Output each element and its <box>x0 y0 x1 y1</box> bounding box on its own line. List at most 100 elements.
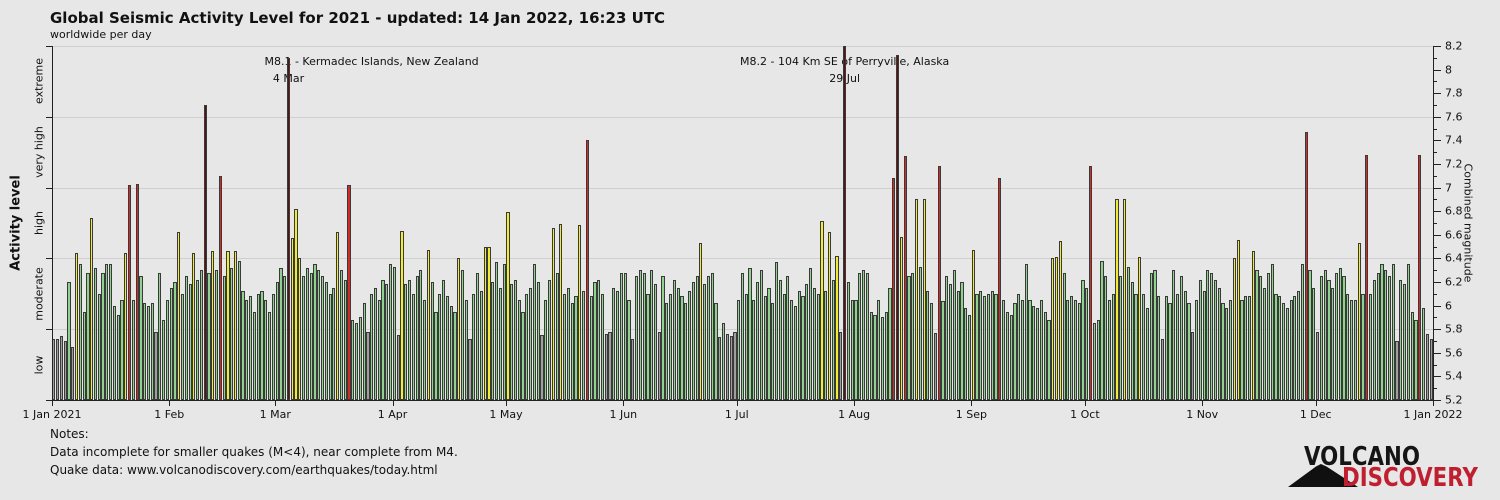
activity-bar <box>790 299 794 400</box>
activity-bar <box>1009 315 1013 400</box>
activity-bar <box>600 293 605 400</box>
activity-bar <box>547 279 552 400</box>
activity-bar <box>1319 276 1323 400</box>
activity-bar <box>865 272 869 400</box>
right-axis-tick-label: 6.6 <box>1445 228 1463 242</box>
activity-bar <box>990 291 994 400</box>
activity-bar <box>1338 267 1342 400</box>
activity-bar <box>687 291 692 400</box>
right-axis-tick <box>1433 234 1441 236</box>
activity-bar <box>763 296 767 400</box>
activity-bar <box>797 291 801 400</box>
activity-bar <box>56 338 60 400</box>
x-axis-month-label: 1 Sep <box>955 408 988 421</box>
activity-bar <box>222 276 226 400</box>
activity-bar <box>1111 293 1115 400</box>
right-axis-tick-label: 7.4 <box>1445 133 1463 147</box>
x-axis-tick <box>736 400 738 406</box>
activity-bar <box>245 299 249 400</box>
activity-bar <box>699 243 703 400</box>
activity-bar <box>1316 331 1320 400</box>
activity-bar <box>725 333 729 400</box>
activity-bar <box>75 252 79 400</box>
activity-bar <box>907 276 911 400</box>
activity-bar <box>162 319 166 400</box>
activity-bar <box>1217 287 1221 400</box>
notes-line-2: Quake data: www.volcanodiscovery.com/ear… <box>50 463 438 477</box>
right-axis-tick <box>1433 199 1437 201</box>
activity-bar <box>877 299 881 400</box>
activity-bar <box>180 293 185 400</box>
activity-bar <box>67 282 71 400</box>
activity-bar <box>150 303 154 400</box>
activity-bar <box>820 220 824 400</box>
activity-bar <box>1244 296 1248 400</box>
activity-bar <box>502 264 506 400</box>
left-axis-category-moderate: moderate <box>32 267 46 321</box>
gridline <box>52 46 1433 47</box>
activity-bar <box>933 332 938 400</box>
x-axis-month-label: 1 Aug <box>838 408 871 421</box>
activity-bar <box>536 282 540 400</box>
activity-bar <box>438 293 442 400</box>
activity-bar <box>930 303 934 400</box>
activity-bar <box>1293 296 1297 400</box>
activity-bar <box>1005 311 1009 400</box>
activity-bar <box>1297 291 1301 400</box>
logo-text-volcano: VOLCANO <box>1304 442 1420 472</box>
activity-bar <box>127 185 132 400</box>
activity-bar <box>1085 287 1089 400</box>
activity-bar <box>1073 299 1078 400</box>
activity-bar <box>604 333 608 400</box>
activity-bar <box>506 212 510 400</box>
x-axis-tick <box>1084 400 1086 406</box>
activity-bar <box>570 303 574 400</box>
activity-bar <box>1236 239 1240 400</box>
activity-bar <box>513 279 518 400</box>
right-axis-tick <box>1433 46 1441 47</box>
activity-bar <box>419 270 423 400</box>
activity-bar <box>1263 287 1267 400</box>
activity-bar <box>1168 303 1172 400</box>
activity-bar <box>1123 199 1127 400</box>
activity-bar <box>892 178 896 400</box>
activity-bar <box>385 284 389 400</box>
activity-bar <box>1088 166 1093 400</box>
activity-bar <box>646 293 650 400</box>
activity-bar <box>1368 293 1373 400</box>
activity-bar <box>691 282 695 400</box>
activity-bar <box>759 270 763 400</box>
activity-bar <box>827 232 832 400</box>
activity-bar <box>1308 270 1312 400</box>
right-axis-tick <box>1433 258 1441 260</box>
activity-bar <box>1418 154 1422 400</box>
x-axis-tick <box>52 400 53 406</box>
x-axis-month-label: 1 Jan 2021 <box>22 408 82 421</box>
activity-bar <box>1266 272 1270 400</box>
activity-bar <box>737 299 741 400</box>
activity-bar <box>566 287 571 400</box>
activity-bar <box>1164 296 1168 400</box>
activity-bar <box>97 293 101 400</box>
activity-bar <box>203 105 207 400</box>
activity-bar <box>861 270 866 400</box>
activity-bar <box>869 311 873 400</box>
activity-bar <box>381 279 385 400</box>
activity-bar <box>850 299 854 400</box>
activity-bar <box>169 287 173 400</box>
activity-bar <box>260 291 264 400</box>
left-axis-category-high: high <box>32 211 46 235</box>
activity-bar <box>1179 276 1183 400</box>
activity-bar <box>1081 279 1085 400</box>
activity-bar <box>1353 299 1358 400</box>
activity-bar <box>1210 272 1214 400</box>
right-axis-tick <box>1433 352 1441 354</box>
activity-bar <box>1259 276 1263 400</box>
activity-bar <box>873 315 877 400</box>
activity-bar <box>1160 338 1165 400</box>
x-axis-tick <box>1315 400 1317 406</box>
activity-bar <box>177 232 181 400</box>
activity-bar <box>661 276 665 400</box>
